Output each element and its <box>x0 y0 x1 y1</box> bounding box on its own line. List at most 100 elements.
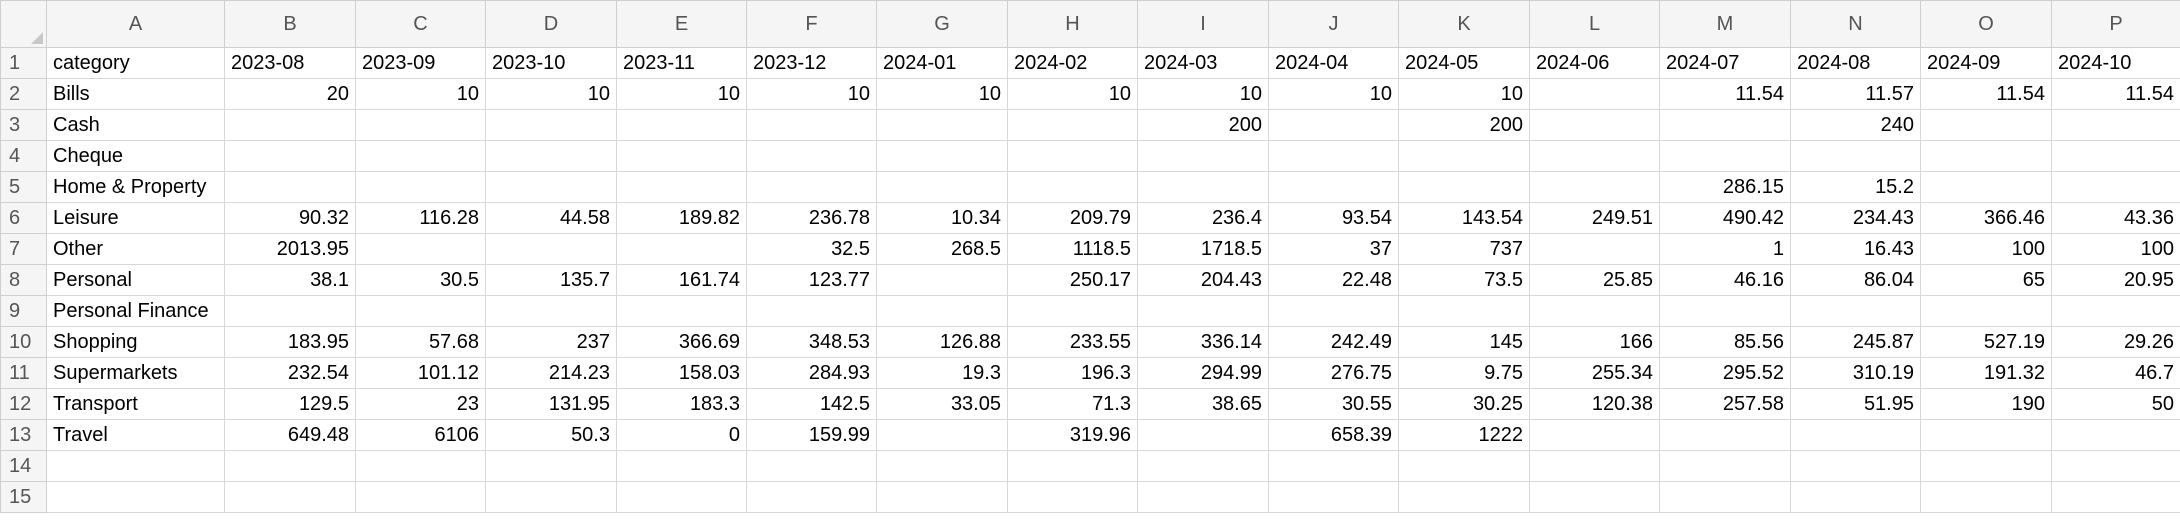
cell-j7[interactable]: 37 <box>1268 233 1399 265</box>
cell-g4[interactable] <box>876 140 1008 172</box>
cell-p14[interactable] <box>2051 450 2180 482</box>
cell-c4[interactable] <box>355 140 486 172</box>
cell-j1[interactable]: 2024-04 <box>1268 47 1399 79</box>
row-header[interactable]: 6 <box>0 202 47 234</box>
cell-l12[interactable]: 120.38 <box>1529 388 1660 420</box>
cell-o5[interactable] <box>1920 171 2052 203</box>
cell-e12[interactable]: 183.3 <box>616 388 747 420</box>
cell-k15[interactable] <box>1398 481 1530 513</box>
cell-b1[interactable]: 2023-08 <box>224 47 356 79</box>
cell-g8[interactable] <box>876 264 1008 296</box>
cell-k7[interactable]: 737 <box>1398 233 1530 265</box>
cell-b10[interactable]: 183.95 <box>224 326 356 358</box>
cell-g6[interactable]: 10.34 <box>876 202 1008 234</box>
cell-f4[interactable] <box>746 140 877 172</box>
cell-g3[interactable] <box>876 109 1008 141</box>
cell-f9[interactable] <box>746 295 877 327</box>
cell-g15[interactable] <box>876 481 1008 513</box>
cell-p13[interactable] <box>2051 419 2180 451</box>
cell-f3[interactable] <box>746 109 877 141</box>
cell-i7[interactable]: 1718.5 <box>1137 233 1269 265</box>
cell-b7[interactable]: 2013.95 <box>224 233 356 265</box>
cell-g10[interactable]: 126.88 <box>876 326 1008 358</box>
cell-k3[interactable]: 200 <box>1398 109 1530 141</box>
cell-h12[interactable]: 71.3 <box>1007 388 1138 420</box>
cell-d2[interactable]: 10 <box>485 78 617 110</box>
cell-a1[interactable]: category <box>46 47 225 79</box>
cell-m4[interactable] <box>1659 140 1791 172</box>
cell-c13[interactable]: 6106 <box>355 419 486 451</box>
cell-d12[interactable]: 131.95 <box>485 388 617 420</box>
column-header-o[interactable]: O <box>1920 0 2052 48</box>
cell-h9[interactable] <box>1007 295 1138 327</box>
cell-d14[interactable] <box>485 450 617 482</box>
column-header-n[interactable]: N <box>1790 0 1921 48</box>
cell-n6[interactable]: 234.43 <box>1790 202 1921 234</box>
cell-p1[interactable]: 2024-10 <box>2051 47 2180 79</box>
column-header-j[interactable]: J <box>1268 0 1399 48</box>
column-header-d[interactable]: D <box>485 0 617 48</box>
cell-a12[interactable]: Transport <box>46 388 225 420</box>
cell-i1[interactable]: 2024-03 <box>1137 47 1269 79</box>
cell-b5[interactable] <box>224 171 356 203</box>
cell-b14[interactable] <box>224 450 356 482</box>
cell-i2[interactable]: 10 <box>1137 78 1269 110</box>
cell-l2[interactable] <box>1529 78 1660 110</box>
cell-m5[interactable]: 286.15 <box>1659 171 1791 203</box>
cell-p9[interactable] <box>2051 295 2180 327</box>
cell-a4[interactable]: Cheque <box>46 140 225 172</box>
cell-b8[interactable]: 38.1 <box>224 264 356 296</box>
cell-m10[interactable]: 85.56 <box>1659 326 1791 358</box>
cell-k5[interactable] <box>1398 171 1530 203</box>
cell-i9[interactable] <box>1137 295 1269 327</box>
cell-e14[interactable] <box>616 450 747 482</box>
cell-o15[interactable] <box>1920 481 2052 513</box>
cell-k4[interactable] <box>1398 140 1530 172</box>
cell-j13[interactable]: 658.39 <box>1268 419 1399 451</box>
cell-o2[interactable]: 11.54 <box>1920 78 2052 110</box>
cell-a13[interactable]: Travel <box>46 419 225 451</box>
cell-g14[interactable] <box>876 450 1008 482</box>
cell-o9[interactable] <box>1920 295 2052 327</box>
cell-a3[interactable]: Cash <box>46 109 225 141</box>
cell-k1[interactable]: 2024-05 <box>1398 47 1530 79</box>
cell-n2[interactable]: 11.57 <box>1790 78 1921 110</box>
cell-e15[interactable] <box>616 481 747 513</box>
cell-h5[interactable] <box>1007 171 1138 203</box>
cell-b4[interactable] <box>224 140 356 172</box>
cell-d11[interactable]: 214.23 <box>485 357 617 389</box>
cell-l7[interactable] <box>1529 233 1660 265</box>
cell-e3[interactable] <box>616 109 747 141</box>
cell-l5[interactable] <box>1529 171 1660 203</box>
cell-h7[interactable]: 1118.5 <box>1007 233 1138 265</box>
cell-h14[interactable] <box>1007 450 1138 482</box>
cell-f11[interactable]: 284.93 <box>746 357 877 389</box>
cell-p5[interactable] <box>2051 171 2180 203</box>
cell-c3[interactable] <box>355 109 486 141</box>
cell-l6[interactable]: 249.51 <box>1529 202 1660 234</box>
cell-e7[interactable] <box>616 233 747 265</box>
cell-l14[interactable] <box>1529 450 1660 482</box>
cell-m8[interactable]: 46.16 <box>1659 264 1791 296</box>
cell-p8[interactable]: 20.95 <box>2051 264 2180 296</box>
cell-f14[interactable] <box>746 450 877 482</box>
cell-c11[interactable]: 101.12 <box>355 357 486 389</box>
cell-l10[interactable]: 166 <box>1529 326 1660 358</box>
column-header-m[interactable]: M <box>1659 0 1791 48</box>
row-header[interactable]: 1 <box>0 47 47 79</box>
cell-h1[interactable]: 2024-02 <box>1007 47 1138 79</box>
cell-d7[interactable] <box>485 233 617 265</box>
cell-d3[interactable] <box>485 109 617 141</box>
row-header[interactable]: 13 <box>0 419 47 451</box>
cell-n8[interactable]: 86.04 <box>1790 264 1921 296</box>
cell-j9[interactable] <box>1268 295 1399 327</box>
cell-i6[interactable]: 236.4 <box>1137 202 1269 234</box>
cell-n10[interactable]: 245.87 <box>1790 326 1921 358</box>
cell-a15[interactable] <box>46 481 225 513</box>
cell-o6[interactable]: 366.46 <box>1920 202 2052 234</box>
cell-f8[interactable]: 123.77 <box>746 264 877 296</box>
cell-e11[interactable]: 158.03 <box>616 357 747 389</box>
cell-m2[interactable]: 11.54 <box>1659 78 1791 110</box>
cell-o13[interactable] <box>1920 419 2052 451</box>
cell-o8[interactable]: 65 <box>1920 264 2052 296</box>
